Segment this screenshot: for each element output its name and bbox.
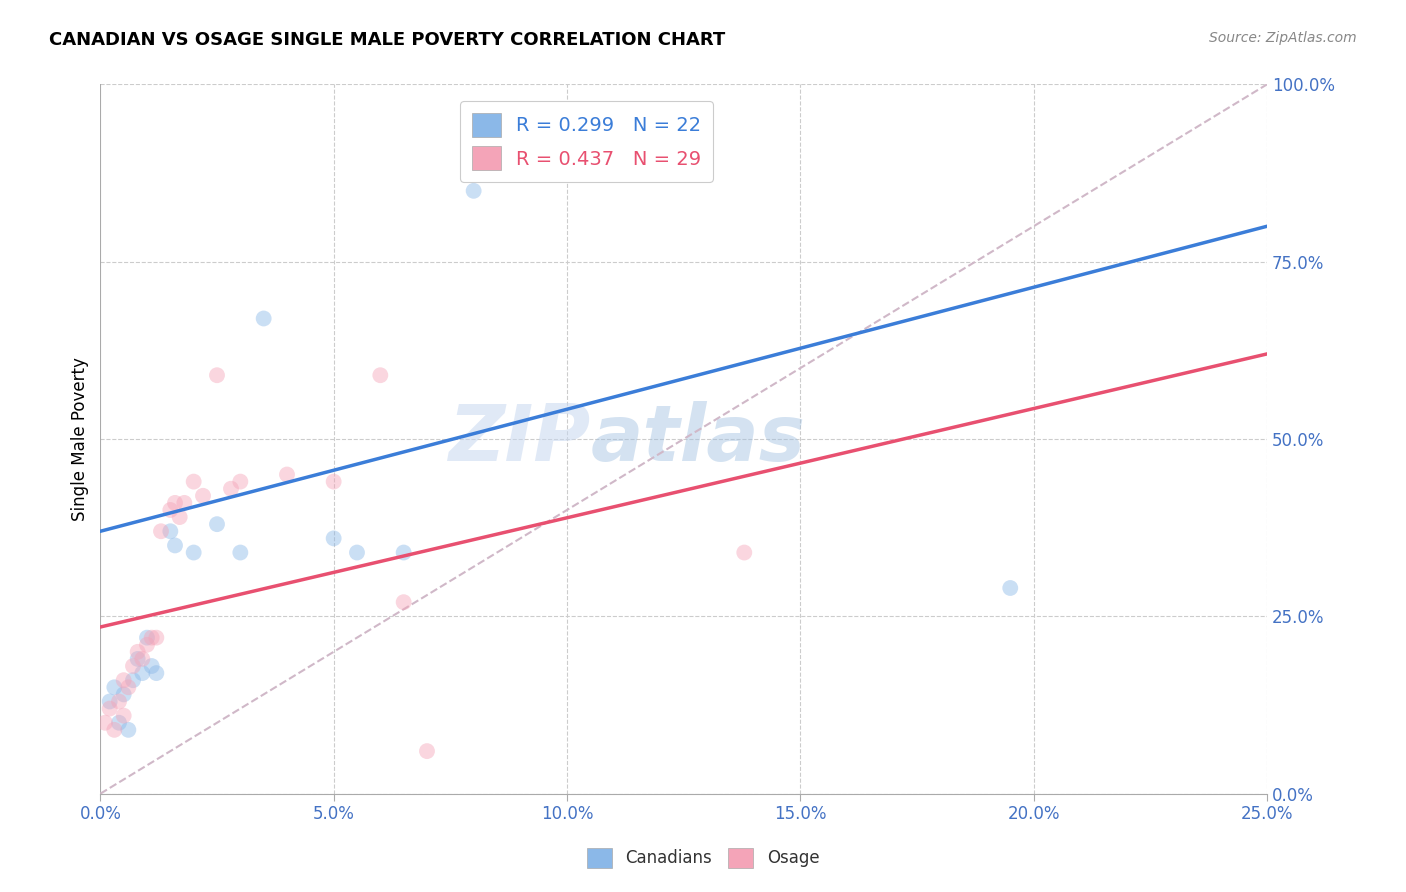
Point xyxy=(141,631,163,645)
Point xyxy=(159,503,181,517)
Text: Source: ZipAtlas.com: Source: ZipAtlas.com xyxy=(1209,31,1357,45)
Point xyxy=(141,659,163,673)
Point xyxy=(219,482,242,496)
Point xyxy=(322,532,344,546)
Point xyxy=(150,524,173,539)
Point xyxy=(346,545,368,559)
Point xyxy=(229,475,252,489)
Text: atlas: atlas xyxy=(591,401,806,477)
Point xyxy=(183,545,205,559)
Text: ZIP: ZIP xyxy=(449,401,591,477)
Point xyxy=(131,666,153,681)
Point xyxy=(127,645,149,659)
Point xyxy=(392,595,415,609)
Legend: R = 0.299   N = 22, R = 0.437   N = 29: R = 0.299 N = 22, R = 0.437 N = 29 xyxy=(460,102,713,182)
Point xyxy=(463,184,485,198)
Point xyxy=(98,694,121,708)
Point xyxy=(136,638,159,652)
Point xyxy=(136,631,159,645)
Point xyxy=(416,744,439,758)
Point xyxy=(1000,581,1022,595)
Point xyxy=(205,517,228,532)
Point xyxy=(191,489,214,503)
Point xyxy=(159,524,181,539)
Point xyxy=(173,496,195,510)
Point xyxy=(103,681,125,695)
Point xyxy=(112,673,135,688)
Point xyxy=(145,666,167,681)
Point xyxy=(117,681,139,695)
Point xyxy=(117,723,139,737)
Point xyxy=(108,715,131,730)
Point xyxy=(229,545,252,559)
Legend: Canadians, Osage: Canadians, Osage xyxy=(581,841,825,875)
Point xyxy=(103,723,125,737)
Point xyxy=(276,467,298,482)
Point xyxy=(392,545,415,559)
Point xyxy=(98,701,121,715)
Point xyxy=(163,496,186,510)
Point xyxy=(108,694,131,708)
Point xyxy=(253,311,276,326)
Point xyxy=(127,652,149,666)
Text: CANADIAN VS OSAGE SINGLE MALE POVERTY CORRELATION CHART: CANADIAN VS OSAGE SINGLE MALE POVERTY CO… xyxy=(49,31,725,49)
Point xyxy=(112,708,135,723)
Point xyxy=(131,652,153,666)
Point xyxy=(145,631,167,645)
Point xyxy=(322,475,344,489)
Point xyxy=(163,538,186,552)
Point xyxy=(112,687,135,701)
Point xyxy=(94,715,117,730)
Point xyxy=(733,545,755,559)
Point xyxy=(368,368,391,383)
Point xyxy=(205,368,228,383)
Point xyxy=(122,673,145,688)
Point xyxy=(122,659,145,673)
Y-axis label: Single Male Poverty: Single Male Poverty xyxy=(72,357,89,521)
Point xyxy=(183,475,205,489)
Point xyxy=(169,510,191,524)
